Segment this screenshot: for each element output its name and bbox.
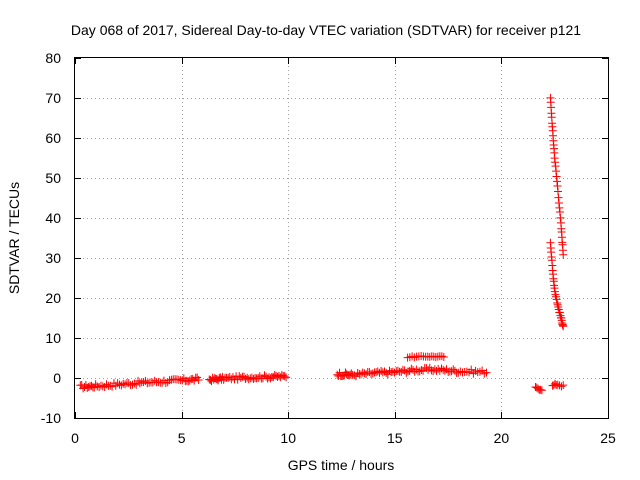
data-point	[559, 322, 568, 331]
data-point	[121, 380, 130, 389]
data-point	[102, 380, 111, 389]
data-point	[551, 290, 560, 299]
y-tick-label: 30	[45, 250, 61, 266]
data-point	[450, 366, 459, 375]
data-point	[372, 368, 381, 377]
data-point	[150, 376, 159, 385]
y-tick-labels: -10 0 10 20 30 40 50 60 70 80	[41, 50, 61, 426]
data-point	[537, 386, 546, 395]
y-tick-label: 40	[45, 210, 61, 226]
data-point	[449, 365, 458, 374]
x-tick-label: 10	[280, 430, 296, 446]
data-point	[417, 365, 426, 374]
data-point	[194, 375, 203, 384]
grid	[75, 58, 608, 418]
data-point	[385, 366, 394, 375]
data-point	[559, 381, 568, 390]
data-point	[552, 295, 561, 304]
axis-ticks	[75, 58, 609, 419]
data-point	[553, 300, 562, 309]
x-tick-label: 25	[600, 430, 616, 446]
data-point	[378, 368, 387, 377]
y-tick-label: -10	[41, 410, 61, 426]
data-point	[282, 373, 291, 382]
data-point	[360, 369, 369, 378]
x-tick-label: 15	[387, 430, 403, 446]
data-point	[402, 368, 411, 377]
y-tick-label: 0	[53, 370, 61, 386]
data-point	[119, 379, 128, 388]
data-point	[390, 368, 399, 377]
data-point	[462, 367, 471, 376]
data-point	[439, 365, 448, 374]
data-point	[375, 368, 384, 377]
data-point	[437, 352, 446, 361]
data-point	[475, 367, 484, 376]
x-tick-labels: 0 5 10 15 20 25	[71, 430, 616, 446]
data-point	[350, 371, 359, 380]
data-point	[108, 382, 117, 391]
data-point	[444, 367, 453, 376]
data-point	[427, 366, 436, 375]
data-point	[553, 298, 562, 307]
data-point	[96, 381, 105, 390]
data-point	[557, 382, 566, 391]
data-point	[439, 353, 448, 362]
data-point	[368, 369, 377, 378]
y-tick-label: 50	[45, 170, 61, 186]
data-point	[98, 382, 107, 391]
data-point	[383, 370, 392, 379]
data-point	[415, 367, 424, 376]
data-point	[132, 380, 141, 389]
y-tick-label: 80	[45, 50, 61, 66]
data-point	[388, 367, 397, 376]
data-point	[412, 365, 421, 374]
data-point	[143, 379, 152, 388]
data-point	[482, 368, 491, 377]
y-tick-label: 60	[45, 130, 61, 146]
data-point	[410, 353, 419, 362]
data-points	[76, 93, 568, 395]
x-axis-label: GPS time / hours	[288, 457, 395, 473]
data-point	[559, 250, 568, 259]
data-point	[397, 367, 406, 376]
x-tick-label: 5	[178, 430, 186, 446]
data-point	[135, 379, 144, 388]
y-tick-label: 10	[45, 330, 61, 346]
y-axis-label: SDTVAR / TECUs	[6, 182, 22, 294]
data-point	[280, 372, 289, 381]
data-point	[154, 378, 163, 387]
y-tick-label: 20	[45, 290, 61, 306]
x-tick-label: 20	[494, 430, 510, 446]
data-point	[393, 366, 402, 375]
plot-frame	[74, 57, 609, 419]
data-point	[405, 366, 414, 375]
y-tick-label: 70	[45, 90, 61, 106]
data-point	[358, 368, 367, 377]
x-tick-label: 0	[71, 430, 79, 446]
data-point	[139, 378, 148, 387]
data-point	[440, 366, 449, 375]
data-point	[117, 381, 126, 390]
data-point	[555, 308, 564, 317]
chart-title: Day 068 of 2017, Sidereal Day-to-day VTE…	[71, 22, 581, 38]
